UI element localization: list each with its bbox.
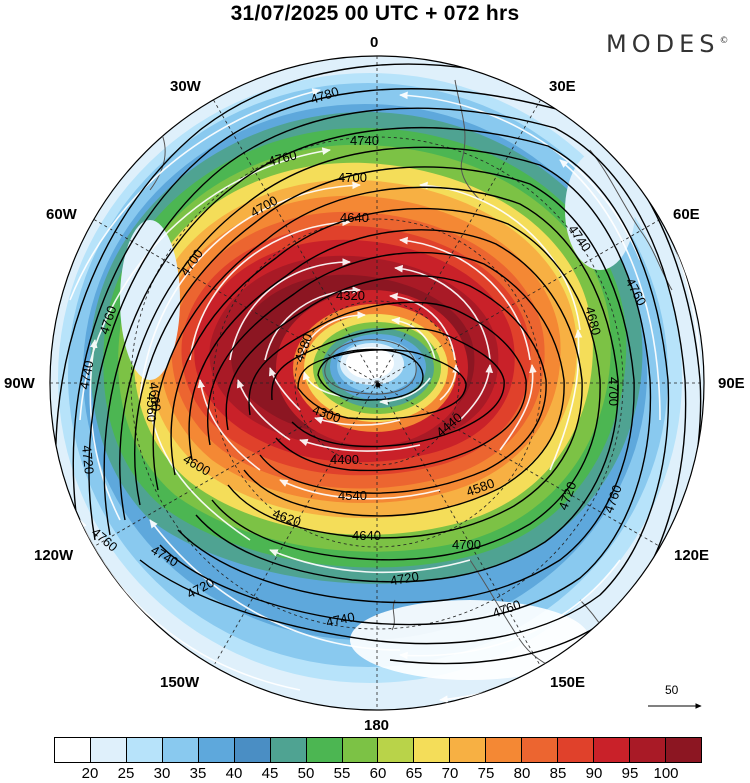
colorbar-tick-label: 30	[153, 765, 171, 782]
svg-text:4720: 4720	[389, 569, 420, 589]
svg-text:4640: 4640	[340, 210, 369, 225]
svg-text:4540: 4540	[338, 488, 367, 503]
svg-text:4560: 4560	[144, 393, 159, 422]
lon-label-90w: 90W	[4, 375, 35, 392]
colorbar-cell	[270, 738, 307, 762]
colorbar-tick-label: 55	[333, 765, 351, 782]
svg-text:4680: 4680	[582, 305, 604, 337]
svg-text:4740: 4740	[325, 609, 356, 630]
lon-label-0: 0	[370, 34, 379, 51]
pole-marker	[375, 382, 381, 388]
colorbar-cell	[234, 738, 271, 762]
colorbar-cell	[665, 738, 701, 762]
colorbar-cell	[378, 738, 415, 762]
colorbar	[54, 737, 702, 763]
colorbar-cell	[90, 738, 127, 762]
colorbar-tick-label: 35	[189, 765, 207, 782]
colorbar-cell	[162, 738, 199, 762]
colorbar-tick-label: 40	[225, 765, 243, 782]
colorbar-tick-label: 75	[477, 765, 495, 782]
svg-text:4740: 4740	[77, 359, 97, 390]
colorbar-cell	[342, 738, 379, 762]
colorbar-tick-label: 20	[81, 765, 99, 782]
lon-label-60e: 60E	[673, 206, 700, 223]
colorbar-tick-label: 50	[297, 765, 315, 782]
colorbar-tick-label: 100	[653, 765, 679, 782]
colorbar-labels: 20 25 30 35 40 45 50 55 60 65 70 75 80 85 90 95 100	[54, 765, 702, 783]
colorbar-cell	[486, 738, 523, 762]
colorbar-tick-label: 65	[405, 765, 423, 782]
colorbar-tick-label: 95	[621, 765, 639, 782]
colorbar-cell	[414, 738, 451, 762]
svg-text:4760: 4760	[267, 147, 299, 169]
colorbar-cell	[306, 738, 343, 762]
lon-label-30w: 30W	[170, 78, 201, 95]
colorbar-cell	[630, 738, 666, 762]
colorbar-tick-label: 80	[513, 765, 531, 782]
svg-text:4700: 4700	[606, 377, 621, 406]
svg-text:4700: 4700	[452, 537, 481, 552]
colorbar-cell	[198, 738, 235, 762]
lon-label-180: 180	[364, 717, 390, 734]
svg-text:4700: 4700	[338, 170, 367, 185]
lon-label-120e: 120E	[674, 547, 710, 564]
colorbar-tick-label: 25	[117, 765, 135, 782]
colorbar-cell	[126, 738, 163, 762]
colorbar-tick-label: 60	[369, 765, 387, 782]
svg-text:4640: 4640	[352, 528, 381, 543]
lon-label-30e: 30E	[549, 78, 576, 95]
colorbar-tick-label: 90	[585, 765, 603, 782]
brand-logo: MODES©	[606, 30, 729, 58]
map-title: 31/07/2025 00 UTC + 072 hrs	[230, 2, 520, 25]
svg-text:4660: 4660	[146, 382, 164, 412]
wind-reference-label: 50	[665, 683, 679, 697]
colorbar-tick-label: 45	[261, 765, 279, 782]
colorbar-tick-label: 85	[549, 765, 567, 782]
svg-text:4400: 4400	[330, 452, 359, 467]
lon-label-60w: 60W	[46, 206, 77, 223]
colorbar-cell	[522, 738, 559, 762]
colorbar-cell	[55, 738, 91, 762]
height-contours	[54, 63, 702, 665]
lon-label-120w: 120W	[34, 547, 74, 564]
svg-text:4740: 4740	[350, 133, 379, 148]
lon-label-150e: 150E	[550, 674, 586, 691]
lon-label-90e: 90E	[718, 375, 745, 392]
colorbar-cell	[450, 738, 487, 762]
lon-label-150w: 150W	[160, 674, 200, 691]
colorbar-tick-label: 70	[441, 765, 459, 782]
colorbar-cell	[594, 738, 630, 762]
colorbar-cell	[558, 738, 595, 762]
svg-text:4720: 4720	[79, 445, 97, 475]
svg-text:4320: 4320	[336, 288, 365, 303]
